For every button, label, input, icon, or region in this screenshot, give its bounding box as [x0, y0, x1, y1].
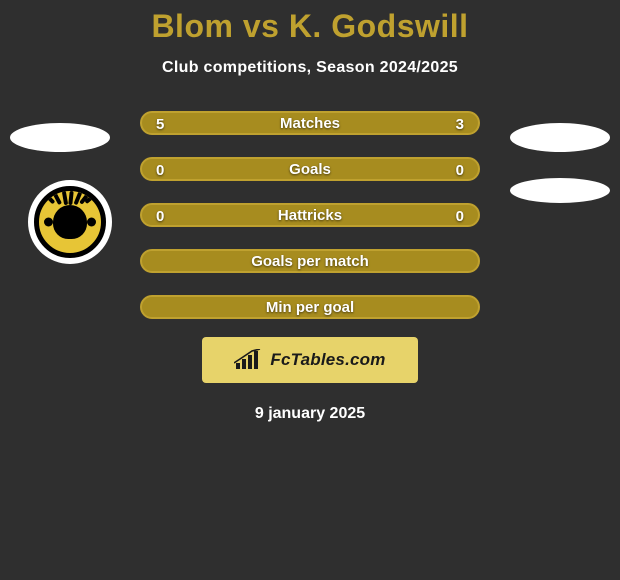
crest-feathers-icon: [45, 186, 95, 205]
player1-club-crest: [28, 180, 112, 264]
stat-row-hattricks: 0 Hattricks 0: [140, 203, 480, 227]
stat-right-value: 0: [456, 159, 464, 183]
crest-head-icon: [53, 205, 87, 239]
stat-left-value: 0: [156, 159, 164, 183]
stat-right-value: 0: [456, 205, 464, 229]
crest-ring: [34, 186, 106, 258]
stat-row-matches: 5 Matches 3: [140, 111, 480, 135]
comparison-card: Blom vs K. Godswill Club competitions, S…: [0, 0, 620, 580]
crest-ball-icon: [87, 218, 96, 227]
stat-row-goals: 0 Goals 0: [140, 157, 480, 181]
attribution-plate: FcTables.com: [202, 337, 418, 383]
stat-label: Min per goal: [266, 299, 354, 316]
stat-label: Goals per match: [251, 253, 369, 270]
attribution-text: FcTables.com: [270, 350, 385, 370]
stats-list: 5 Matches 3 0 Goals 0 0 Hattricks 0 Goal…: [140, 111, 480, 319]
crest-ball-icon: [44, 218, 53, 227]
stat-right-value: 3: [456, 113, 464, 137]
player1-photo-placeholder: [10, 123, 110, 152]
stat-label: Goals: [289, 161, 331, 178]
player2-photo-placeholder: [510, 123, 610, 152]
stat-label: Hattricks: [278, 207, 342, 224]
stat-left-value: 5: [156, 113, 164, 137]
stat-row-min-per-goal: Min per goal: [140, 295, 480, 319]
stat-row-goals-per-match: Goals per match: [140, 249, 480, 273]
page-title: Blom vs K. Godswill: [0, 0, 620, 45]
date-text: 9 january 2025: [0, 405, 620, 423]
player2-club-placeholder: [510, 178, 610, 203]
stat-label: Matches: [280, 115, 340, 132]
page-subtitle: Club competitions, Season 2024/2025: [0, 59, 620, 77]
bar-chart-icon: [234, 349, 264, 371]
stat-left-value: 0: [156, 205, 164, 229]
